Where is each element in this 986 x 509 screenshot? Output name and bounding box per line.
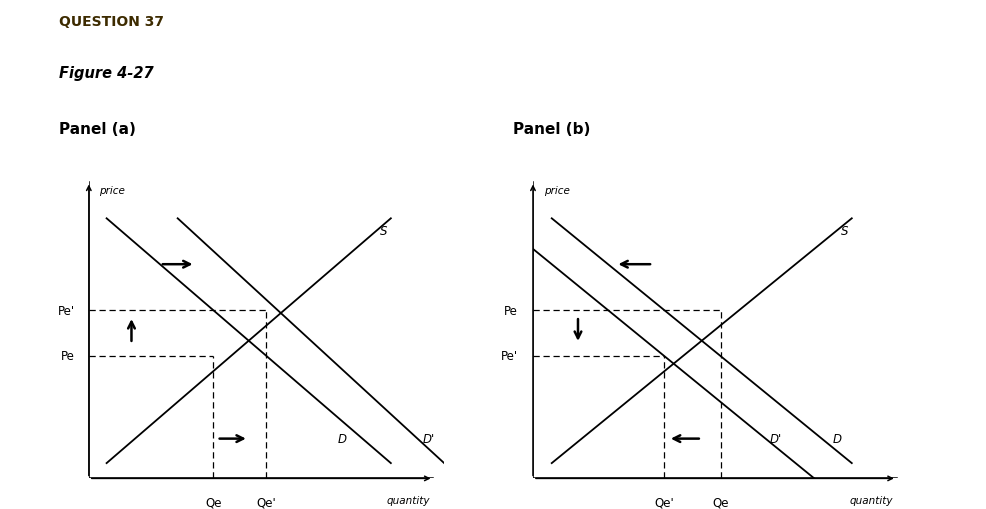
Text: quantity: quantity xyxy=(387,495,430,505)
Text: S: S xyxy=(380,224,387,237)
Text: Pe: Pe xyxy=(504,304,518,317)
Text: D: D xyxy=(337,432,346,445)
Text: Qe': Qe' xyxy=(256,495,276,508)
Text: Panel (b): Panel (b) xyxy=(513,122,590,137)
Text: D': D' xyxy=(768,432,781,445)
Text: Pe': Pe' xyxy=(500,350,518,363)
Text: Pe: Pe xyxy=(61,350,75,363)
Text: price: price xyxy=(543,185,570,195)
Text: D: D xyxy=(832,432,841,445)
Text: quantity: quantity xyxy=(849,495,892,505)
Text: Pe': Pe' xyxy=(57,304,75,317)
Text: D': D' xyxy=(422,432,435,445)
Text: price: price xyxy=(100,185,125,195)
Text: Qe: Qe xyxy=(712,495,728,508)
Text: Qe': Qe' xyxy=(654,495,673,508)
Text: QUESTION 37: QUESTION 37 xyxy=(59,15,164,29)
Text: Qe: Qe xyxy=(205,495,221,508)
Text: Figure 4-27: Figure 4-27 xyxy=(59,66,154,81)
Text: Panel (a): Panel (a) xyxy=(59,122,136,137)
Text: S: S xyxy=(840,224,847,237)
